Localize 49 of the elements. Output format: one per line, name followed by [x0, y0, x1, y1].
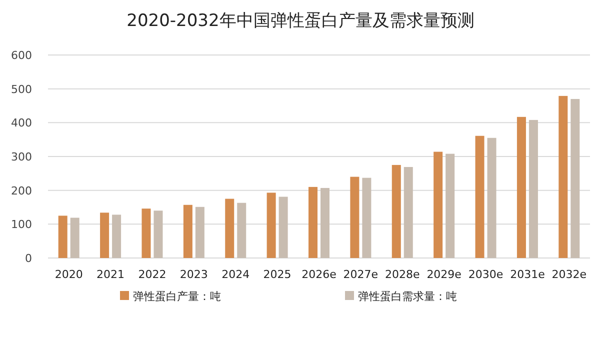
y-tick-label: 100	[11, 218, 32, 232]
y-tick-label: 400	[11, 116, 32, 130]
x-tick-label: 2024	[222, 268, 250, 281]
bar	[487, 138, 496, 258]
bar	[183, 204, 192, 258]
x-tick-label: 2032e	[552, 268, 587, 281]
y-tick-label: 200	[11, 184, 32, 198]
x-tick-label: 2031e	[510, 268, 546, 281]
x-tick-label: 2026e	[302, 268, 337, 281]
bar	[112, 214, 122, 258]
bar	[70, 218, 80, 258]
bar	[392, 164, 401, 258]
bar	[434, 152, 443, 258]
x-tick-label: 2027e	[343, 268, 378, 281]
bar	[558, 96, 568, 258]
x-tick-label: 2029e	[426, 268, 462, 281]
x-tick-label: 2023	[180, 268, 208, 281]
y-tick-label: 500	[11, 82, 32, 96]
y-tick-label: 300	[11, 150, 32, 164]
bar	[362, 178, 372, 258]
bar	[58, 216, 68, 258]
bar	[225, 198, 234, 258]
legend-label: 弹性蛋白产量：吨	[133, 290, 221, 303]
x-tick-label: 2030e	[468, 268, 504, 281]
x-tick-label: 2022	[138, 268, 166, 281]
bar	[195, 206, 204, 258]
bar	[475, 136, 484, 258]
bar	[570, 98, 580, 258]
x-tick-label: 2020	[54, 268, 83, 281]
legend-label: 弹性蛋白需求量：吨	[358, 290, 457, 303]
bar	[278, 196, 288, 258]
bar	[154, 210, 163, 258]
bar	[320, 188, 330, 258]
y-tick-label: 0	[25, 252, 32, 265]
x-tick-label: 2021	[96, 268, 125, 281]
bar	[516, 116, 526, 258]
chart-title: 2020-2032年中国弹性蛋白产量及需求量预测	[126, 11, 474, 31]
bar	[446, 154, 455, 258]
bar	[350, 176, 360, 258]
bar	[142, 208, 151, 258]
x-tick-label: 2028e	[385, 268, 420, 281]
bar	[237, 202, 246, 258]
bar	[308, 186, 318, 258]
y-tick-label: 600	[11, 49, 32, 62]
bar	[266, 192, 276, 258]
x-tick-label: 2025	[263, 268, 292, 281]
bar	[404, 166, 413, 258]
bar	[100, 212, 110, 258]
bar	[528, 120, 538, 258]
